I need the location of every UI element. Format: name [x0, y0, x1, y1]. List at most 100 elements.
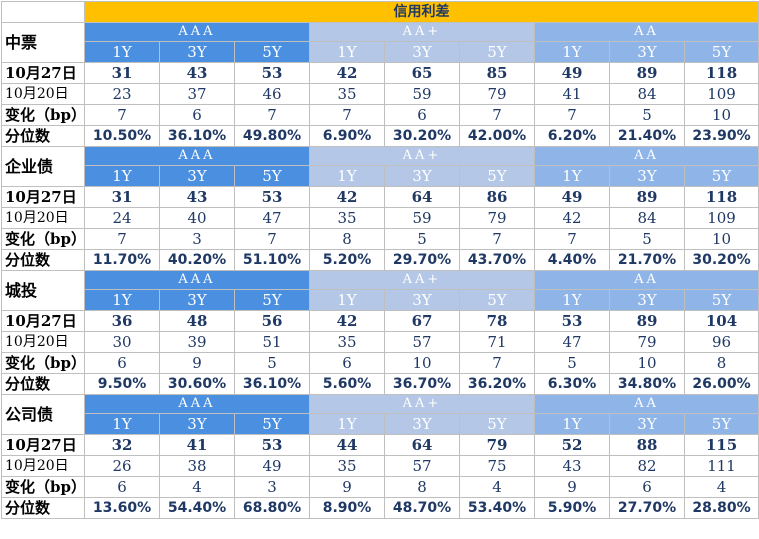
value-cell: 111 [683, 455, 759, 477]
value-cell: 7 [459, 104, 535, 126]
value-cell: 6.20% [534, 125, 610, 147]
value-cell: 6 [84, 352, 160, 374]
value-cell: 6.90% [309, 125, 385, 147]
value-cell: 10 [683, 104, 759, 126]
value-cell: 96 [683, 331, 759, 353]
value-cell: 8 [309, 228, 385, 250]
value-cell: 31 [84, 186, 160, 208]
value-cell: 26 [84, 455, 160, 477]
value-cell: 7 [84, 228, 160, 250]
value-cell: 42 [309, 186, 385, 208]
row-label: 10月20日 [1, 455, 85, 477]
value-cell: 10 [683, 228, 759, 250]
tenor-header: 5Y [683, 289, 759, 311]
tenor-header: 5Y [234, 289, 310, 311]
tenor-header: 3Y [609, 289, 685, 311]
value-cell: 23.90% [683, 125, 759, 147]
value-cell: 28.80% [683, 497, 759, 519]
value-cell: 42 [309, 310, 385, 332]
row-label: 10月27日 [1, 434, 85, 456]
value-cell: 5 [609, 228, 685, 250]
row-label: 10月20日 [1, 83, 85, 105]
value-cell: 7 [459, 228, 535, 250]
value-cell: 5 [234, 352, 310, 374]
tenor-header: 1Y [534, 41, 610, 63]
data-row-previous: 10月20日 24 40 47 35 59 79 42 84 109 [1, 207, 759, 229]
value-cell: 30.60% [159, 373, 235, 395]
tenor-header: 5Y [459, 413, 535, 435]
value-cell: 4 [159, 476, 235, 498]
value-cell: 32 [84, 434, 160, 456]
value-cell: 43 [159, 186, 235, 208]
value-cell: 52 [534, 434, 610, 456]
value-cell: 7 [309, 104, 385, 126]
value-cell: 9 [159, 352, 235, 374]
value-cell: 48 [159, 310, 235, 332]
value-cell: 46 [234, 83, 310, 105]
tenor-header: 1Y [84, 165, 160, 187]
rating-header: AA [533, 394, 759, 414]
rating-header-row: 中票 AAA AA+ AA [1, 22, 759, 63]
value-cell: 42 [309, 62, 385, 84]
rating-header: AA+ [309, 22, 535, 42]
value-cell: 44 [309, 434, 385, 456]
tenor-header: 1Y [534, 413, 610, 435]
row-label: 分位数 [1, 497, 85, 519]
value-cell: 23 [84, 83, 160, 105]
value-cell: 21.70% [609, 249, 685, 271]
value-cell: 37 [159, 83, 235, 105]
row-label: 分位数 [1, 373, 85, 395]
tenor-header: 1Y [309, 165, 385, 187]
tenor-header: 3Y [159, 41, 235, 63]
value-cell: 118 [683, 186, 759, 208]
tenor-header: 1Y [309, 41, 385, 63]
value-cell: 49 [534, 62, 610, 84]
rating-header: AA [533, 22, 759, 42]
tenor-header: 1Y [84, 41, 160, 63]
value-cell: 65 [384, 62, 460, 84]
row-label: 分位数 [1, 249, 85, 271]
data-row-percentile: 分位数 9.50% 30.60% 36.10% 5.60% 36.70% 36.20% 6.3… [1, 373, 759, 395]
value-cell: 57 [384, 455, 460, 477]
value-cell: 59 [384, 83, 460, 105]
rating-header: AA+ [309, 270, 535, 290]
value-cell: 71 [459, 331, 535, 353]
value-cell: 104 [683, 310, 759, 332]
tenor-header: 1Y [84, 413, 160, 435]
data-row-change: 变化（bp） 7 3 7 8 5 7 7 5 10 [1, 228, 759, 250]
tenor-header: 3Y [609, 41, 685, 63]
value-cell: 6 [309, 352, 385, 374]
value-cell: 43 [534, 455, 610, 477]
rating-header: AAA [84, 270, 310, 290]
value-cell: 75 [459, 455, 535, 477]
row-label: 变化（bp） [1, 352, 85, 374]
value-cell: 35 [309, 83, 385, 105]
value-cell: 88 [609, 434, 685, 456]
value-cell: 3 [234, 476, 310, 498]
value-cell: 9.50% [84, 373, 160, 395]
value-cell: 78 [459, 310, 535, 332]
value-cell: 7 [234, 228, 310, 250]
value-cell: 49 [234, 455, 310, 477]
value-cell: 4 [683, 476, 759, 498]
data-row-previous: 10月20日 30 39 51 35 57 71 47 79 96 [1, 331, 759, 353]
value-cell: 5.90% [534, 497, 610, 519]
rating-header: AAA [84, 394, 310, 414]
value-cell: 51 [234, 331, 310, 353]
data-row-change: 变化（bp） 6 4 3 9 8 4 9 6 4 [1, 476, 759, 498]
data-row-current: 10月27日 32 41 53 44 64 79 52 88 115 [1, 434, 759, 456]
value-cell: 79 [459, 434, 535, 456]
tenor-header: 3Y [159, 289, 235, 311]
data-row-previous: 10月20日 23 37 46 35 59 79 41 84 109 [1, 83, 759, 105]
value-cell: 7 [84, 104, 160, 126]
value-cell: 115 [683, 434, 759, 456]
tenor-header-row: 1Y 3Y 5Y 1Y 3Y 5Y 1Y 3Y 5Y [2, 289, 759, 311]
value-cell: 30 [84, 331, 160, 353]
value-cell: 5 [384, 228, 460, 250]
corner-cell [1, 1, 85, 23]
tenor-header: 1Y [309, 289, 385, 311]
row-label: 变化（bp） [1, 228, 85, 250]
value-cell: 3 [159, 228, 235, 250]
value-cell: 35 [309, 455, 385, 477]
tenor-header: 5Y [459, 289, 535, 311]
